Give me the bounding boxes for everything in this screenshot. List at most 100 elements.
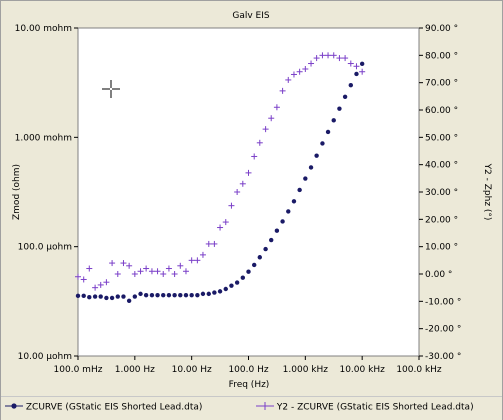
y-tick-label: 10.00 mohm bbox=[15, 24, 72, 34]
series-2-point bbox=[308, 60, 315, 67]
y2-tick-label: 20.00 ° bbox=[425, 215, 458, 225]
series-2-point bbox=[131, 271, 138, 277]
y2-tick-label: 10.00 ° bbox=[425, 243, 458, 253]
x-axis-label: Freq (Hz) bbox=[229, 380, 270, 390]
series-2-point bbox=[211, 240, 218, 247]
series-2-point bbox=[285, 76, 292, 83]
series-2-point bbox=[347, 60, 354, 67]
legend-label-y2-zcurve: Y2 - ZCURVE (GStatic EIS Shorted Lead.dt… bbox=[276, 402, 474, 413]
series-2-point bbox=[222, 219, 229, 226]
series-1-point bbox=[126, 298, 132, 303]
series-2-point bbox=[171, 271, 178, 277]
series-2-point bbox=[80, 276, 87, 283]
series-2-point bbox=[290, 71, 297, 78]
series-2-point bbox=[353, 63, 360, 70]
series-1-point bbox=[172, 292, 177, 298]
series-1-point bbox=[354, 71, 359, 77]
series-1-point bbox=[206, 291, 211, 297]
series-1-point bbox=[325, 129, 331, 135]
series-1-point bbox=[183, 292, 189, 298]
y-tick-label: 100.0 µohm bbox=[18, 243, 72, 253]
y2-tick-label: 0.00 ° bbox=[425, 270, 452, 280]
series-2-point bbox=[359, 68, 366, 75]
series-2-point bbox=[148, 268, 155, 275]
series-2 bbox=[75, 52, 366, 291]
y2-tick-label: 80.00 ° bbox=[425, 51, 458, 61]
series-2-point bbox=[188, 257, 195, 264]
series-2-point bbox=[279, 87, 286, 94]
series-1-point bbox=[104, 295, 109, 301]
series-2-point bbox=[199, 251, 206, 258]
crosshair-cursor-icon[interactable] bbox=[102, 80, 120, 98]
series-1-point bbox=[178, 292, 183, 298]
series-1-point bbox=[87, 294, 92, 300]
y-axis: 10.00 mohm 1.000 mohm 100.0 µohm 10.00 µohm bbox=[15, 24, 78, 362]
series-2-point bbox=[177, 262, 184, 269]
y-axis-label: Zmod (ohm) bbox=[12, 164, 22, 220]
legend-plus-marker-icon bbox=[256, 402, 274, 413]
series-2-point bbox=[296, 68, 303, 75]
x-tick-label: 1.000 kHz bbox=[283, 365, 329, 375]
series-2-point bbox=[109, 260, 116, 267]
y2-tick-label: 60.00 ° bbox=[425, 106, 458, 116]
series-1-point bbox=[161, 292, 166, 298]
series-1-point bbox=[189, 292, 194, 298]
series-1-point bbox=[200, 291, 206, 297]
x-axis: 100.0 mHz 1.000 Hz 10.00 Hz 100.0 Hz 1.000 k… bbox=[54, 356, 442, 375]
series-1-point bbox=[115, 294, 120, 299]
x-tick-label: 100.0 Hz bbox=[228, 365, 268, 375]
series-1-point bbox=[291, 199, 297, 204]
series-2-point bbox=[273, 104, 280, 111]
series-2-point bbox=[120, 260, 127, 267]
legend: ZCURVE (GStatic EIS Shorted Lead.dta) Y2… bbox=[1, 396, 502, 420]
x-tick-label: 10.00 Hz bbox=[172, 365, 212, 375]
series-2-point bbox=[143, 265, 150, 272]
y2-tick-label: 90.00 ° bbox=[425, 24, 458, 34]
series-2-point bbox=[97, 281, 104, 288]
series-2-point bbox=[342, 55, 349, 62]
series-1-point bbox=[269, 237, 274, 243]
series-1-point bbox=[240, 275, 246, 280]
series-1-point bbox=[132, 294, 138, 299]
x-tick-label: 1.000 Hz bbox=[115, 365, 155, 375]
series-2-point bbox=[256, 139, 263, 146]
series-2-point bbox=[239, 180, 246, 187]
series-1-point bbox=[75, 293, 81, 299]
series-2-point bbox=[86, 265, 93, 272]
series-1-point bbox=[195, 292, 200, 298]
series-1-point bbox=[234, 280, 240, 285]
series-1-point bbox=[331, 118, 336, 123]
series-2-point bbox=[228, 202, 235, 209]
series-1-point bbox=[138, 291, 143, 297]
series-1-point bbox=[223, 286, 228, 292]
series-2-point bbox=[114, 271, 121, 277]
series-1-point bbox=[229, 283, 234, 288]
y2-tick-label: 70.00 ° bbox=[425, 79, 458, 89]
series-1-point bbox=[348, 82, 354, 88]
legend-dot-marker-icon bbox=[5, 402, 23, 413]
series-1-point bbox=[337, 106, 342, 111]
series-2-point bbox=[75, 273, 81, 280]
series-1-point bbox=[274, 228, 280, 233]
series-2-point bbox=[194, 257, 201, 264]
y2-tick-label: 40.00 ° bbox=[425, 161, 458, 171]
series-2-point bbox=[251, 153, 258, 160]
series-2-point bbox=[319, 52, 326, 59]
series-1 bbox=[75, 61, 365, 303]
series-1-point bbox=[81, 293, 86, 299]
series-2-point bbox=[336, 55, 343, 62]
series-2-point bbox=[325, 52, 332, 59]
series-2-point bbox=[92, 284, 99, 291]
x-tick-label: 100.0 mHz bbox=[54, 365, 103, 375]
y2-tick-label: 50.00 ° bbox=[425, 133, 458, 143]
series-2-point bbox=[182, 268, 189, 275]
x-tick-label: 100.0 kHz bbox=[396, 365, 442, 375]
plot-area bbox=[77, 27, 420, 357]
y2-tick-label: 30.00 ° bbox=[425, 188, 458, 198]
series-1-point bbox=[252, 262, 257, 268]
series-1-point bbox=[155, 292, 160, 298]
series-2-point bbox=[268, 115, 275, 122]
series-2-point bbox=[234, 189, 241, 195]
chart-svg: Galv EIS 100.0 mHz 1.000 Hz 10.00 Hz 100.0 … bbox=[12, 11, 492, 390]
series-1-point bbox=[359, 61, 365, 67]
